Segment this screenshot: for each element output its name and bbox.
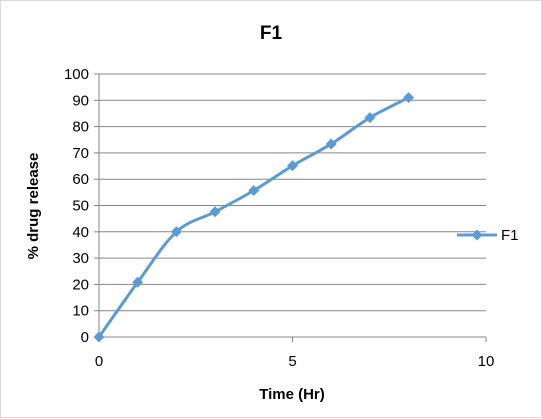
- legend: F1: [457, 227, 519, 244]
- y-tick-label: 100: [64, 66, 89, 83]
- x-tick-label: 5: [288, 353, 296, 370]
- legend-marker: [471, 229, 483, 241]
- y-axis-tick-labels: 0 10 20 30 40 50 60 70 80 90 100: [64, 66, 89, 346]
- legend-label: F1: [501, 227, 519, 244]
- axes: [94, 73, 487, 342]
- gridlines: [99, 73, 486, 312]
- y-tick-label: 20: [72, 276, 89, 293]
- y-tick-label: 50: [72, 198, 89, 215]
- y-tick-label: 90: [72, 92, 89, 109]
- data-point: [403, 92, 415, 104]
- series-line: [97, 96, 410, 338]
- data-point: [170, 226, 182, 238]
- y-tick-label: 40: [72, 224, 89, 241]
- x-axis-label: Time (Hr): [259, 386, 325, 403]
- y-tick-label: 80: [72, 119, 89, 136]
- y-tick-label: 0: [81, 329, 89, 346]
- data-point: [209, 206, 221, 218]
- data-point: [287, 160, 298, 172]
- data-point: [132, 276, 144, 288]
- data-point: [93, 331, 105, 343]
- data-markers: [93, 92, 415, 343]
- y-tick-label: 10: [72, 303, 89, 320]
- series-lines: [97, 96, 410, 338]
- chart-title: F1: [260, 23, 283, 44]
- x-axis-tick-labels: 0 5 10: [95, 353, 495, 370]
- data-point: [248, 185, 260, 197]
- y-tick-label: 70: [72, 145, 89, 162]
- x-tick-label: 10: [478, 353, 495, 370]
- y-tick-label: 30: [72, 250, 89, 267]
- y-axis-label: % drug release: [25, 153, 42, 260]
- data-point: [364, 112, 376, 124]
- y-tick-label: 60: [72, 171, 89, 188]
- x-tick-label: 0: [95, 353, 103, 370]
- data-point: [325, 138, 337, 150]
